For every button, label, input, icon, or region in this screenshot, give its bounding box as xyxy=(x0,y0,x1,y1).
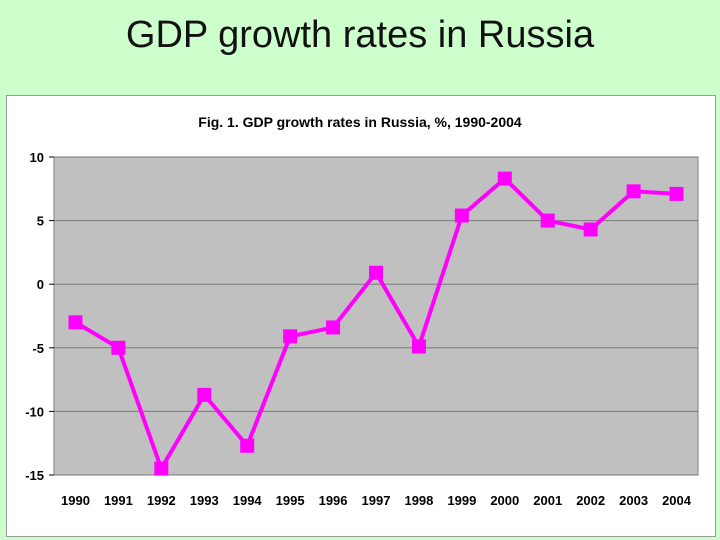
x-tick-label: 1995 xyxy=(276,493,305,508)
data-point-2001 xyxy=(540,213,555,228)
data-point-2000 xyxy=(497,171,512,186)
y-tick-label: -5 xyxy=(32,341,44,356)
x-tick-label: 2001 xyxy=(533,493,562,508)
x-tick-label: 2004 xyxy=(662,493,692,508)
data-point-1995 xyxy=(283,329,298,344)
y-tick-label: -10 xyxy=(25,404,44,419)
x-tick-label: 2003 xyxy=(619,493,648,508)
x-tick-label: 1998 xyxy=(404,493,433,508)
plot-area xyxy=(53,156,699,476)
x-tick-label: 2000 xyxy=(490,493,519,508)
data-point-2003 xyxy=(626,184,641,199)
x-tick-label: 1993 xyxy=(190,493,219,508)
data-point-1997 xyxy=(369,265,383,280)
data-point-1990 xyxy=(68,315,83,330)
chart-title: Fig. 1. GDP growth rates in Russia, %, 1… xyxy=(198,114,522,130)
data-point-1998 xyxy=(411,339,426,354)
data-point-1992 xyxy=(154,461,169,476)
data-point-1993 xyxy=(197,387,212,402)
x-tick-label: 2002 xyxy=(576,493,605,508)
x-tick-label: 1997 xyxy=(362,493,391,508)
data-point-1994 xyxy=(240,438,255,453)
x-tick-label: 1990 xyxy=(61,493,90,508)
x-tick-label: 1996 xyxy=(319,493,348,508)
x-tick-label: 1991 xyxy=(104,493,133,508)
x-tick-label: 1999 xyxy=(447,493,476,508)
slide-title: GDP growth rates in Russia xyxy=(125,14,595,56)
y-tick-label: -15 xyxy=(25,468,44,483)
x-tick-label: 1994 xyxy=(233,493,263,508)
y-tick-label: 5 xyxy=(37,214,44,229)
x-tick-label: 1992 xyxy=(147,493,176,508)
y-tick-label: 0 xyxy=(37,277,44,292)
data-point-2002 xyxy=(583,222,598,237)
data-point-2004 xyxy=(669,186,684,201)
y-tick-label: 10 xyxy=(30,150,44,165)
data-point-1991 xyxy=(111,340,126,355)
data-point-1996 xyxy=(326,320,341,335)
data-point-1999 xyxy=(454,208,469,223)
